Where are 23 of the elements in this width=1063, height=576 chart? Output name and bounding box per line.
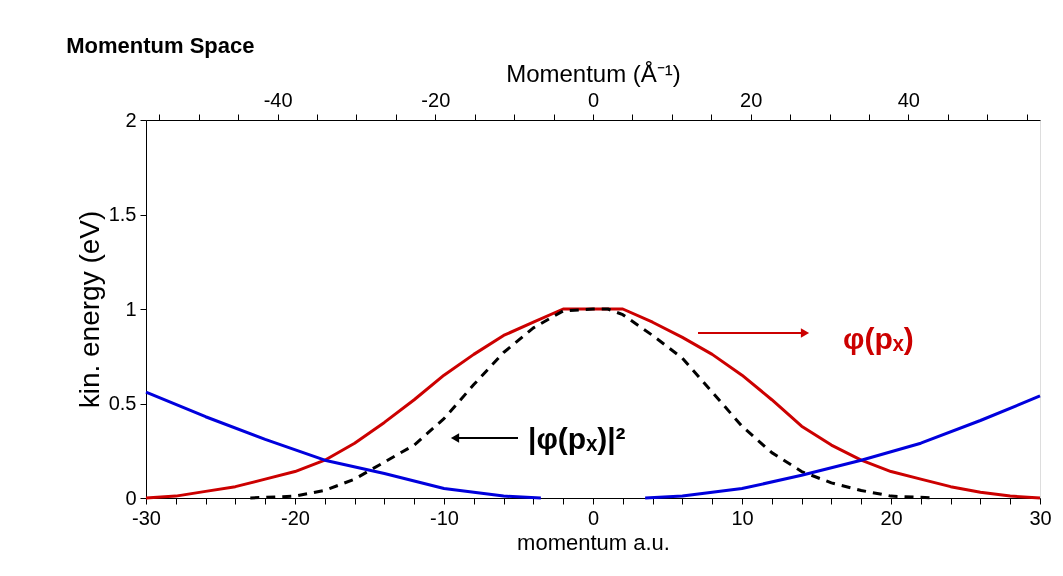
x-tick-label: 30 [1029,506,1052,529]
x2-tick-label: 0 [587,88,600,111]
x-tick-label: 0 [587,506,600,529]
x-tick-label: 10 [731,506,754,529]
legend-label: |φ(pₓ)|² [528,422,626,455]
y-axis-title: kin. energy (eV) [73,210,105,409]
y-tick-label: 1.5 [108,203,137,225]
y-tick-label: 2 [125,108,137,131]
y-tick-label: 1 [125,297,137,320]
y-tick-label: 0.5 [108,392,137,414]
y-tick-label: 0 [125,486,137,509]
x-tick-label: -10 [430,506,459,529]
x2-axis-title: Momentum (Å⁻¹) [506,59,681,87]
x-tick-label: -20 [281,506,310,529]
x2-tick-label: 20 [740,88,763,111]
x2-tick-label: -40 [263,88,293,111]
x-tick-label: -30 [132,506,161,529]
x-axis-title: momentum a.u. [517,529,670,555]
x-tick-label: 20 [880,506,903,529]
x2-tick-label: 40 [897,88,920,111]
chart-title: Momentum Space [66,33,255,58]
legend-label: φ(pₓ) [843,322,914,355]
x2-tick-label: -20 [421,88,451,111]
